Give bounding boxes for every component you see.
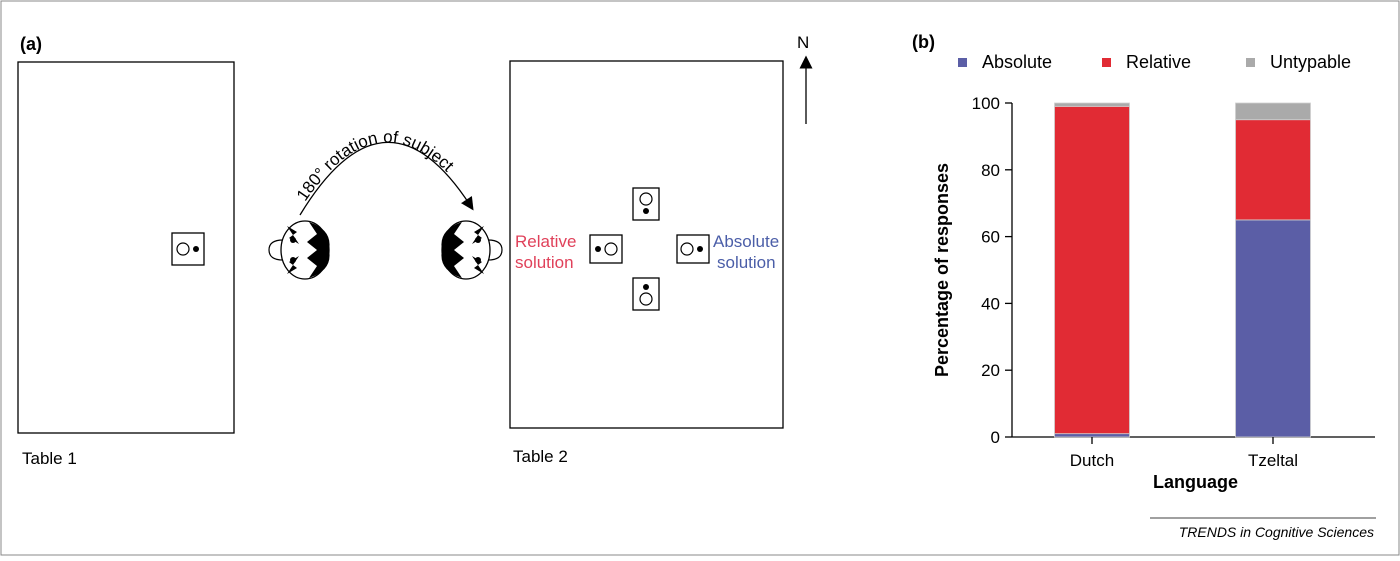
y-tick-label: 40 [981, 294, 1000, 313]
bar-absolute-dutch [1054, 433, 1130, 438]
x-tick-label: Dutch [1070, 451, 1114, 470]
y-tick-label: 20 [981, 361, 1000, 380]
y-tick-label: 100 [972, 94, 1000, 113]
table-1-object-card [171, 232, 205, 266]
table-1-label: Table 1 [22, 449, 77, 468]
table-2-card-top [632, 187, 660, 221]
table-1 [17, 61, 235, 434]
table-2-label: Table 2 [513, 447, 568, 466]
table-2-card-absolute [676, 234, 710, 264]
rotation-arrow [299, 141, 474, 216]
table-2 [509, 60, 784, 429]
y-tick-label: 80 [981, 161, 1000, 180]
legend-swatch-absolute [958, 58, 967, 67]
rotation-text: 180° rotation of subject [293, 127, 458, 204]
y-tick-label: 0 [991, 428, 1000, 447]
x-axis-label: Language [1153, 472, 1238, 492]
stacked-bar-chart: 0 20 40 60 80 100 Dutch Tzeltal Language Percenta… [932, 94, 1375, 492]
bar-absolute-tzeltal [1235, 219, 1311, 438]
y-tick-label: 60 [981, 228, 1000, 247]
relative-solution-label-line1: Relative [515, 232, 576, 251]
legend-label-absolute: Absolute [982, 52, 1052, 72]
x-tick-label: Tzeltal [1248, 451, 1298, 470]
table-2-card-relative [589, 234, 623, 264]
relative-solution-label-line2: solution [515, 253, 574, 272]
panel-b-label: (b) [912, 32, 935, 52]
bar-relative-tzeltal [1235, 119, 1311, 221]
table-2-card-bottom [632, 277, 660, 311]
legend-swatch-untypable [1246, 58, 1255, 67]
north-label: N [797, 33, 809, 52]
absolute-solution-label-line1: Absolute [713, 232, 779, 251]
legend-swatch-relative [1102, 58, 1111, 67]
credit-text: TRENDS in Cognitive Sciences [1179, 524, 1374, 540]
subject-head-after-icon [441, 220, 503, 280]
legend-label-relative: Relative [1126, 52, 1191, 72]
subject-head-before-icon [268, 220, 330, 280]
absolute-solution-label-line2: solution [717, 253, 776, 272]
bar-untypable-dutch [1054, 102, 1130, 107]
legend-label-untypable: Untypable [1270, 52, 1351, 72]
bar-relative-dutch [1054, 105, 1130, 435]
bar-untypable-tzeltal [1235, 102, 1311, 121]
chart-legend: Absolute Relative Untypable [958, 52, 1351, 72]
y-axis-label: Percentage of responses [932, 163, 952, 377]
panel-a-label: (a) [20, 34, 42, 54]
